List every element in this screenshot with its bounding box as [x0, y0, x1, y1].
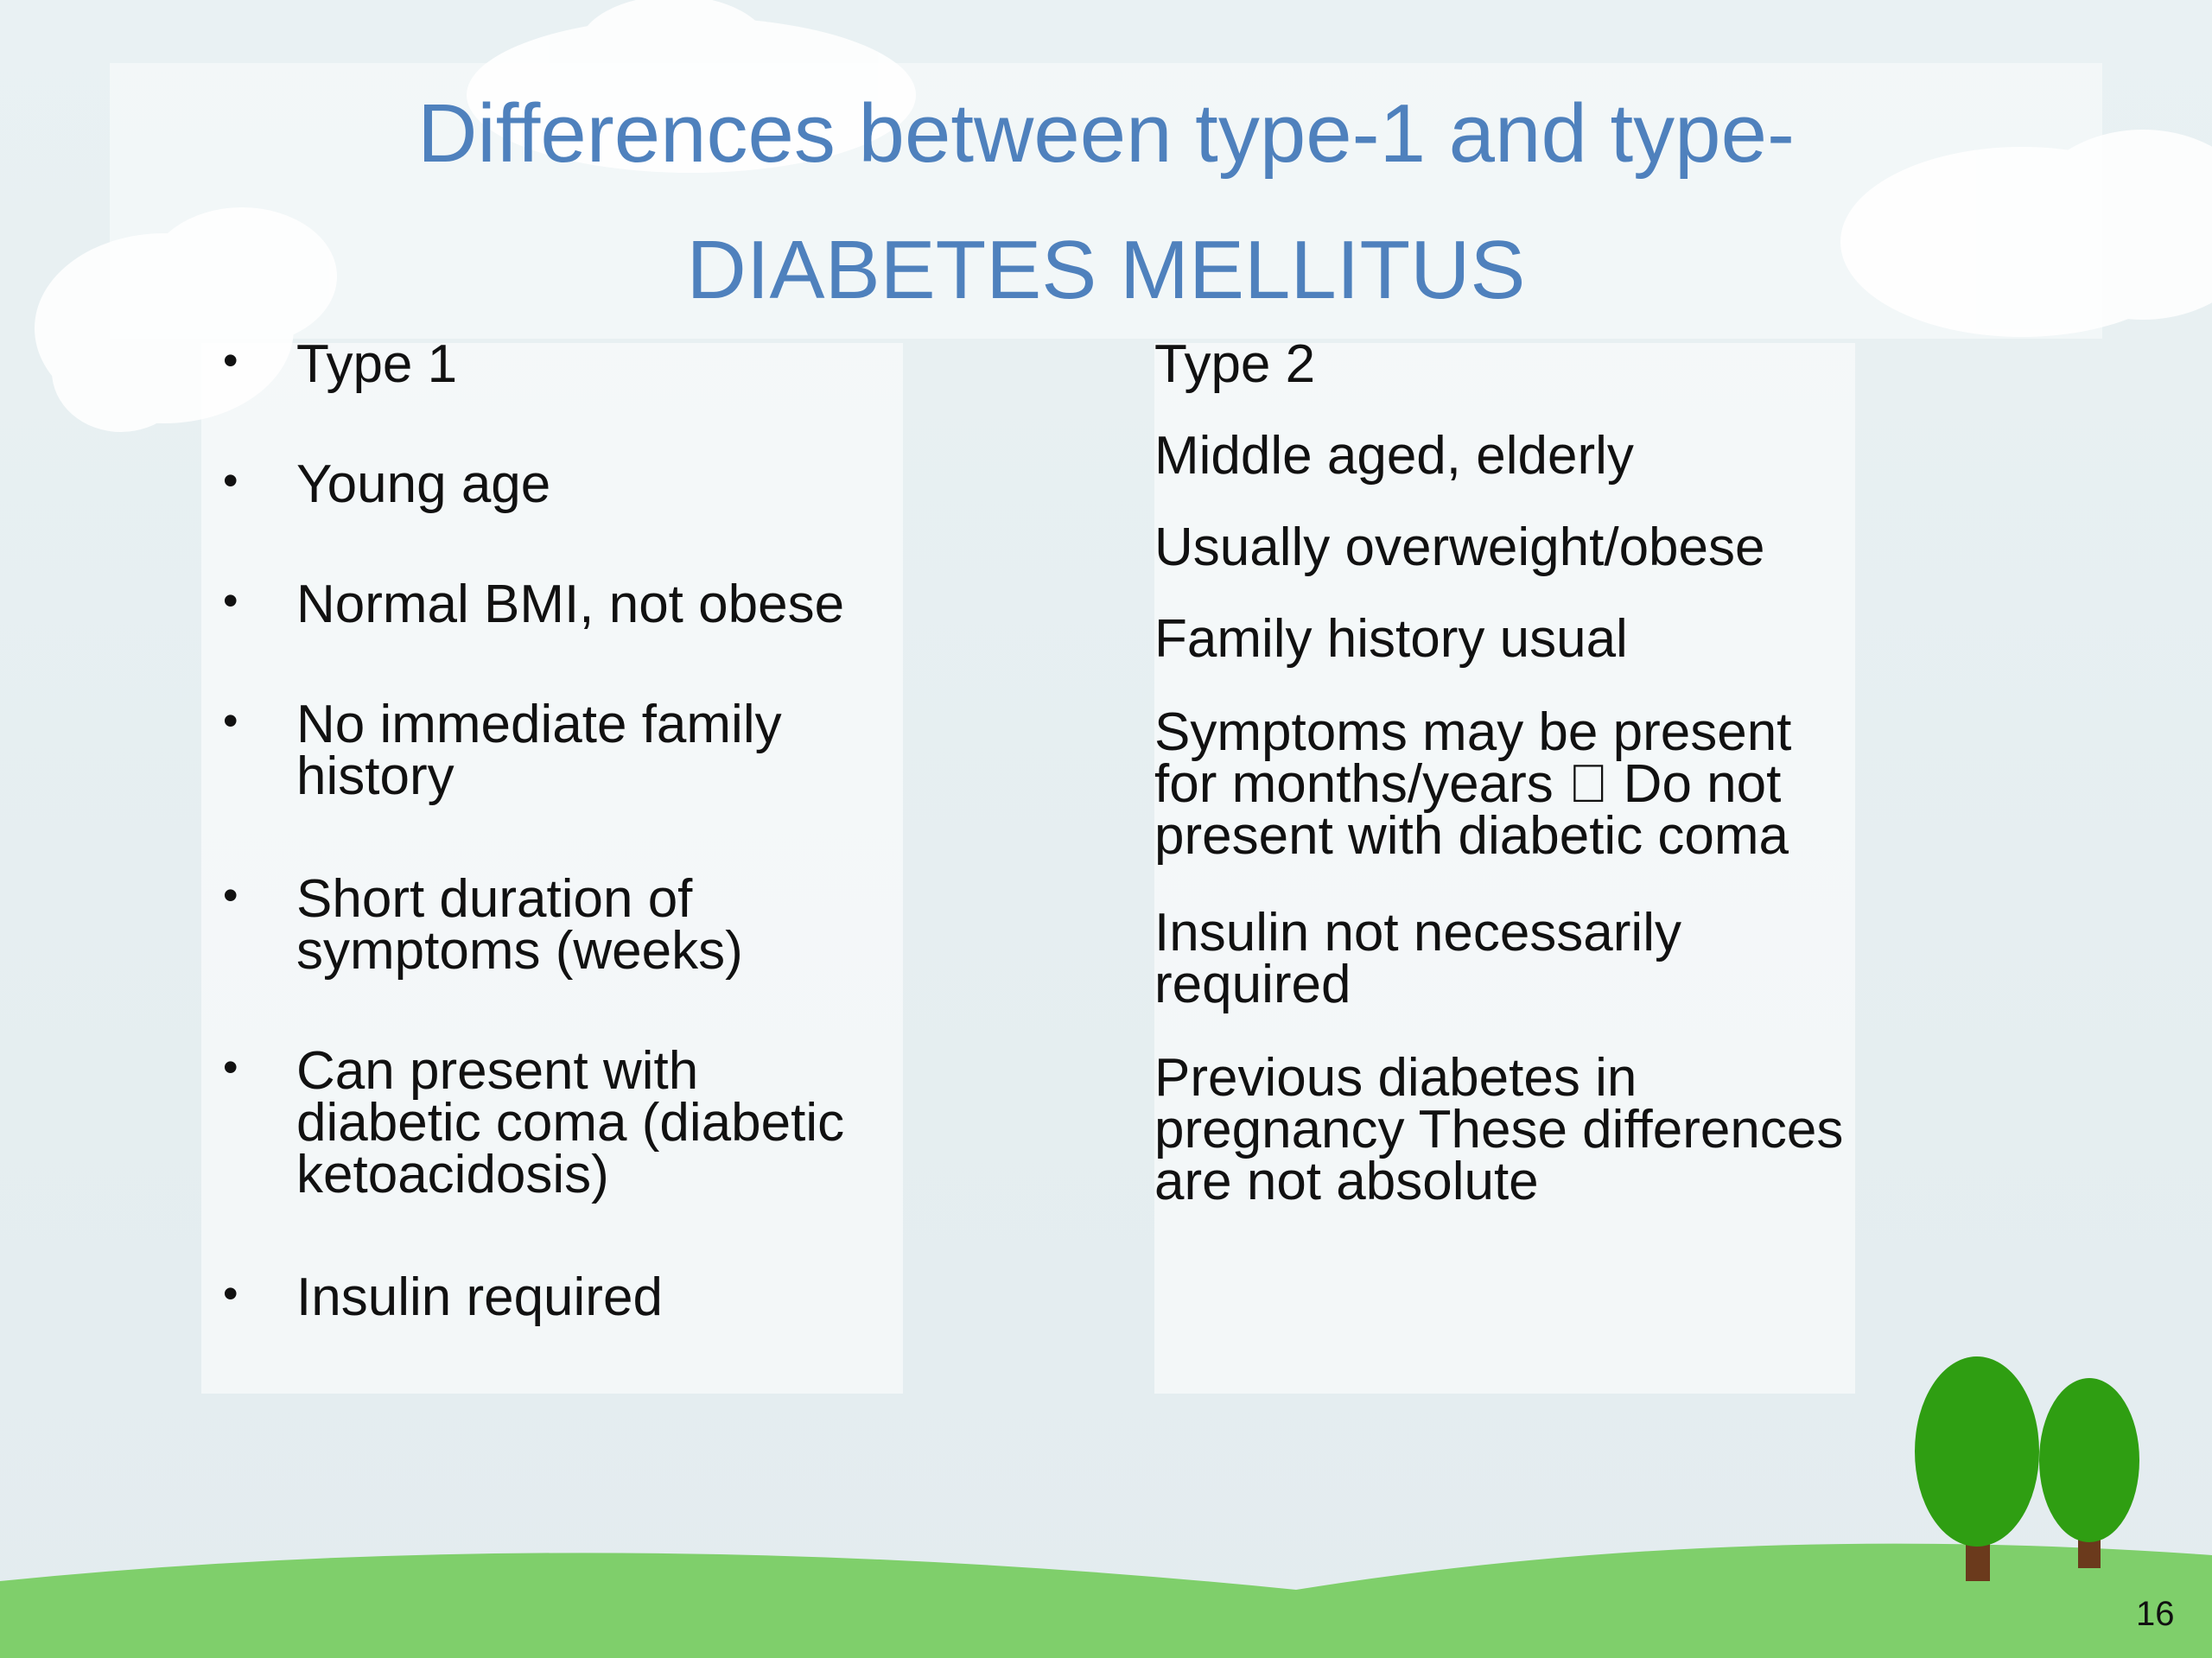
right-item: Usually overweight/obese	[1154, 518, 1765, 577]
left-item: Short duration of symptoms (weeks)	[296, 869, 743, 981]
title-line: DIABETES MELLITUS	[686, 224, 1526, 316]
right-panel	[1154, 343, 1855, 1394]
left-item: Young age	[296, 454, 551, 514]
left-item: No immediate family history	[296, 695, 782, 806]
left-item: Type 1	[296, 334, 458, 394]
bullet: •	[223, 871, 238, 919]
right-item: Middle aged, elderly	[1154, 426, 1634, 486]
title-line: Differences between type-1 and type-	[417, 87, 1795, 180]
left-item: Can present with diabetic coma (diabetic…	[296, 1041, 845, 1204]
right-item: Type 2	[1154, 334, 1316, 394]
bullet: •	[223, 336, 238, 384]
bullet: •	[223, 1043, 238, 1091]
right-item: Family history usual	[1154, 609, 1628, 669]
right-item: Symptoms may be present for months/years…	[1154, 702, 1792, 866]
left-panel	[201, 343, 903, 1394]
right-item: Previous diabetes in pregnancy These dif…	[1154, 1048, 1844, 1211]
bullet: •	[223, 1269, 238, 1318]
bullet: •	[223, 456, 238, 505]
bullet: •	[223, 576, 238, 625]
bullet: •	[223, 696, 238, 745]
left-item: Normal BMI, not obese	[296, 575, 845, 634]
right-item: Insulin not necessarily required	[1154, 903, 1681, 1014]
page-number: 16	[2136, 1595, 2175, 1633]
left-item: Insulin required	[296, 1267, 663, 1327]
